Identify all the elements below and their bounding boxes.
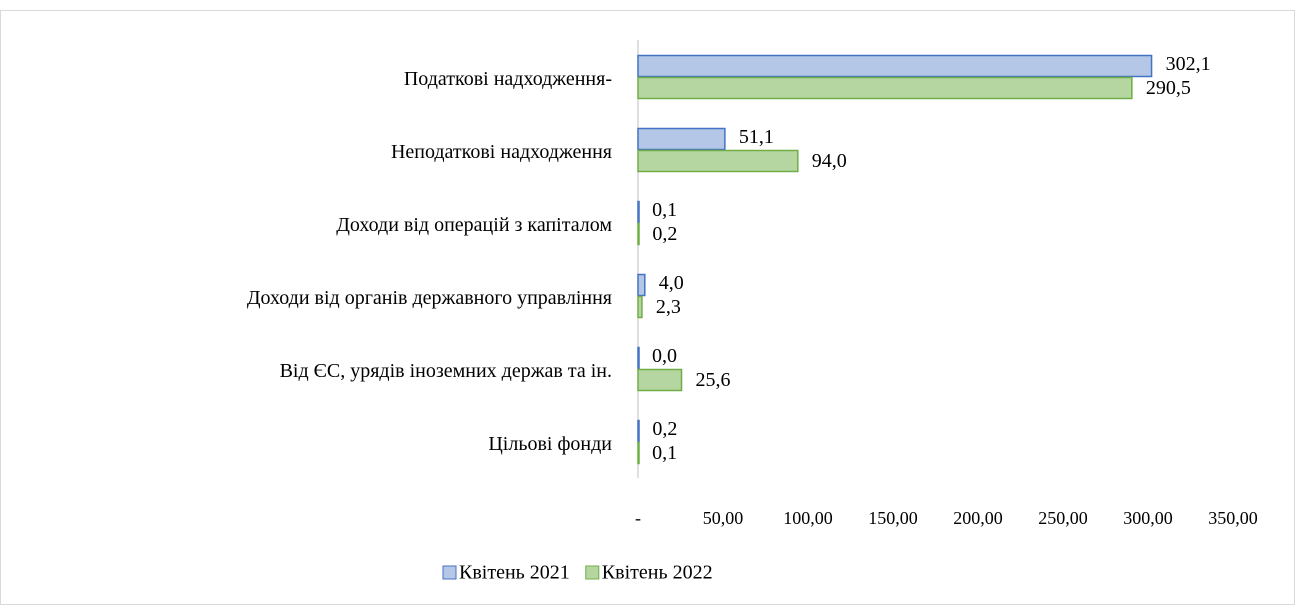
data-label: 4,0 — [659, 272, 684, 294]
legend-label: Квітень 2022 — [602, 562, 713, 584]
legend-label: Квітень 2021 — [459, 562, 570, 584]
category-label: Цільові фонди — [488, 433, 612, 455]
category-label: Податкові надходження- — [404, 68, 612, 90]
category-label: Від ЄС, урядів іноземних держав та ін. — [280, 360, 612, 382]
data-label: 94,0 — [812, 150, 847, 172]
bar — [637, 295, 643, 319]
data-label: 25,6 — [696, 369, 731, 391]
data-label: 290,5 — [1146, 77, 1191, 99]
x-tick-label: 50,00 — [703, 508, 744, 528]
x-tick-label: 200,00 — [953, 508, 1003, 528]
bar — [637, 368, 683, 392]
x-tick-label: 150,00 — [868, 508, 918, 528]
bar — [637, 76, 1133, 100]
category-label: Доходи від органів державного управління — [247, 287, 612, 309]
bar — [637, 54, 1153, 78]
data-label: 51,1 — [739, 126, 774, 148]
data-label: 0,1 — [652, 442, 677, 464]
x-tick-label: 350,00 — [1208, 508, 1258, 528]
bar — [637, 149, 799, 173]
x-tick-label: 250,00 — [1038, 508, 1088, 528]
bar — [637, 127, 726, 151]
legend-swatch — [585, 565, 600, 580]
data-label: 0,0 — [652, 345, 677, 367]
data-label: 2,3 — [656, 296, 681, 318]
bar — [637, 273, 646, 297]
x-tick-label: - — [635, 508, 641, 528]
category-label: Неподаткові надходження — [391, 141, 612, 163]
bar — [637, 346, 640, 370]
data-label: 0,1 — [652, 199, 677, 221]
legend-swatch — [442, 565, 457, 580]
x-tick-label: 100,00 — [783, 508, 833, 528]
bar — [637, 200, 640, 224]
data-label: 302,1 — [1166, 53, 1211, 75]
data-label: 0,2 — [652, 223, 677, 245]
bar — [637, 222, 640, 246]
data-label: 0,2 — [652, 418, 677, 440]
x-tick-label: 300,00 — [1123, 508, 1173, 528]
chart-border — [0, 10, 1295, 605]
bar — [637, 441, 640, 465]
category-label: Доходи від операцій з капіталом — [336, 214, 612, 236]
bar — [637, 419, 640, 443]
